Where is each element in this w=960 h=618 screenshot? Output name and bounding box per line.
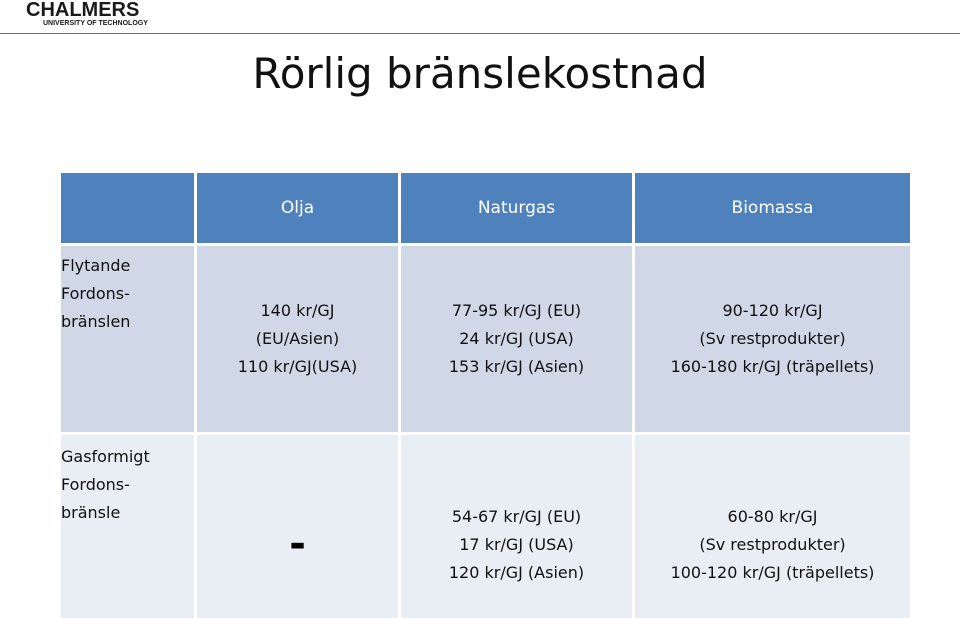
cell-line: 24 kr/GJ (USA) [459, 329, 574, 348]
cell-line: 160-180 kr/GJ (träpellets) [670, 357, 875, 376]
row-label-line: bränslen [61, 312, 131, 331]
header-corner [58, 170, 197, 246]
fuel-cost-table: Olja Naturgas Biomassa Flytande Fordons-… [58, 170, 913, 618]
row-label-line: Fordons- [61, 475, 130, 494]
cell-line: 90-120 kr/GJ [722, 301, 823, 320]
row-label-gasformigt: Gasformigt Fordons- bränsle [58, 432, 197, 618]
row-label-line: Gasformigt [61, 447, 150, 466]
cell-line: 100-120 kr/GJ (träpellets) [670, 563, 875, 582]
cell-line: 110 kr/GJ(USA) [237, 357, 358, 376]
cell-flytande-olja: 140 kr/GJ (EU/Asien) 110 kr/GJ(USA) [194, 243, 401, 435]
not-applicable-dash: - [289, 521, 306, 567]
row-label-flytande: Flytande Fordons- bränslen [58, 243, 197, 435]
table-header-row: Olja Naturgas Biomassa [58, 170, 913, 246]
chalmers-logo: CHALMERS UNIVERSITY OF TECHNOLOGY [20, 0, 170, 30]
logo-name: CHALMERS [26, 0, 140, 21]
header-divider [0, 33, 960, 34]
column-header-biomassa: Biomassa [632, 170, 913, 246]
cell-line: (Sv restprodukter) [699, 329, 846, 348]
cell-line: (Sv restprodukter) [699, 535, 846, 554]
cell-gasformigt-biomassa: 60-80 kr/GJ (Sv restprodukter) 100-120 k… [632, 432, 913, 618]
cell-line: 60-80 kr/GJ [727, 507, 818, 526]
row-label-line: bränsle [61, 503, 121, 522]
cell-line: 120 kr/GJ (Asien) [448, 563, 585, 582]
cell-gasformigt-olja: - [194, 432, 401, 618]
cell-line: 153 kr/GJ (Asien) [448, 357, 585, 376]
slide-title: Rörlig bränslekostnad [252, 49, 708, 98]
cell-line: 77-95 kr/GJ (EU) [451, 301, 582, 320]
logo-subtitle: UNIVERSITY OF TECHNOLOGY [43, 20, 148, 27]
column-header-olja: Olja [194, 170, 401, 246]
row-label-line: Fordons- [61, 284, 130, 303]
column-header-naturgas: Naturgas [398, 170, 635, 246]
cell-line: 54-67 kr/GJ (EU) [451, 507, 582, 526]
cell-line: 140 kr/GJ [260, 301, 335, 320]
table-row-gasformigt: Gasformigt Fordons- bränsle - 54-67 kr/G… [58, 432, 913, 618]
cell-flytande-biomassa: 90-120 kr/GJ (Sv restprodukter) 160-180 … [632, 243, 913, 435]
cell-gasformigt-naturgas: 54-67 kr/GJ (EU) 17 kr/GJ (USA) 120 kr/G… [398, 432, 635, 618]
row-label-line: Flytande [61, 256, 131, 275]
cell-flytande-naturgas: 77-95 kr/GJ (EU) 24 kr/GJ (USA) 153 kr/G… [398, 243, 635, 435]
cell-line: (EU/Asien) [255, 329, 340, 348]
cell-line: 17 kr/GJ (USA) [459, 535, 574, 554]
table-row-flytande: Flytande Fordons- bränslen 140 kr/GJ (EU… [58, 243, 913, 435]
